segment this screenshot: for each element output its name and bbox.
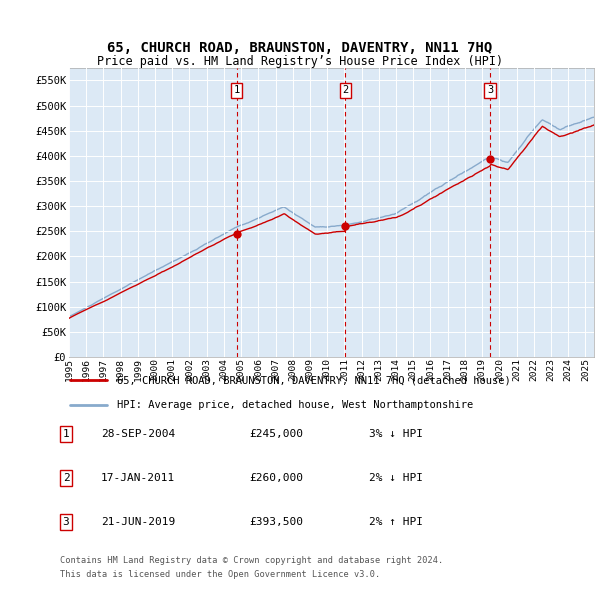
Text: 3: 3	[62, 517, 70, 527]
Text: 2% ↑ HPI: 2% ↑ HPI	[369, 517, 423, 527]
Text: £393,500: £393,500	[249, 517, 303, 527]
Text: Contains HM Land Registry data © Crown copyright and database right 2024.: Contains HM Land Registry data © Crown c…	[60, 556, 443, 565]
Text: 65, CHURCH ROAD, BRAUNSTON, DAVENTRY, NN11 7HQ: 65, CHURCH ROAD, BRAUNSTON, DAVENTRY, NN…	[107, 41, 493, 55]
Text: 65, CHURCH ROAD, BRAUNSTON, DAVENTRY, NN11 7HQ (detached house): 65, CHURCH ROAD, BRAUNSTON, DAVENTRY, NN…	[118, 375, 511, 385]
Text: 2: 2	[342, 86, 349, 96]
Text: 17-JAN-2011: 17-JAN-2011	[101, 473, 175, 483]
Text: £260,000: £260,000	[249, 473, 303, 483]
Text: 21-JUN-2019: 21-JUN-2019	[101, 517, 175, 527]
Text: This data is licensed under the Open Government Licence v3.0.: This data is licensed under the Open Gov…	[60, 570, 380, 579]
Text: 1: 1	[233, 86, 240, 96]
Text: 1: 1	[62, 429, 70, 438]
Text: HPI: Average price, detached house, West Northamptonshire: HPI: Average price, detached house, West…	[118, 400, 473, 410]
Text: 3% ↓ HPI: 3% ↓ HPI	[369, 429, 423, 438]
Text: 2% ↓ HPI: 2% ↓ HPI	[369, 473, 423, 483]
Text: 3: 3	[487, 86, 493, 96]
Text: 2: 2	[62, 473, 70, 483]
Text: £245,000: £245,000	[249, 429, 303, 438]
Text: 28-SEP-2004: 28-SEP-2004	[101, 429, 175, 438]
Text: Price paid vs. HM Land Registry’s House Price Index (HPI): Price paid vs. HM Land Registry’s House …	[97, 55, 503, 68]
